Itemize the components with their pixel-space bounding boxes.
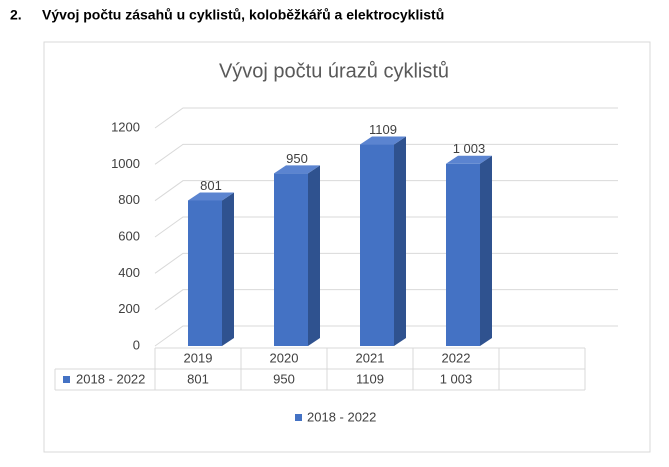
grid-line (154, 143, 618, 165)
y-tick-label: 1200 (111, 119, 140, 134)
bar (446, 163, 480, 346)
y-tick-label: 1000 (111, 156, 140, 171)
table-value: 1109 (356, 371, 384, 386)
table-value: 801 (187, 371, 209, 386)
data-label: 1109 (369, 122, 397, 137)
bar-top (188, 192, 234, 201)
bar-top (446, 155, 492, 164)
grid-line (154, 107, 618, 129)
table-value: 1 003 (440, 371, 473, 386)
x-tick-label: 2022 (442, 350, 471, 365)
x-tick-label: 2019 (184, 350, 213, 365)
bar-side (480, 155, 492, 346)
data-label: 801 (200, 178, 222, 193)
bar-side (308, 165, 320, 346)
y-tick-label: 400 (118, 265, 140, 280)
bar-top (274, 165, 320, 174)
data-label: 1 003 (453, 141, 486, 156)
x-tick-label: 2020 (270, 350, 299, 365)
bar-side (394, 136, 406, 346)
bar (274, 173, 308, 346)
bar-side (222, 192, 234, 346)
bar (188, 200, 222, 346)
y-tick-label: 200 (118, 301, 140, 316)
x-tick-label: 2021 (356, 350, 385, 365)
bar-top (360, 136, 406, 145)
table-value: 950 (273, 371, 295, 386)
chart-title: Vývoj počtu úrazů cyklistů (219, 60, 449, 82)
y-tick-label: 800 (118, 192, 140, 207)
legend-key (295, 414, 302, 421)
heading-number: 2. (10, 7, 22, 23)
y-tick-label: 600 (118, 228, 140, 243)
table-series-name: 2018 - 2022 (76, 371, 145, 386)
legend-label: 2018 - 2022 (307, 409, 376, 424)
data-label: 950 (286, 151, 308, 166)
table-legend-key (63, 376, 70, 383)
y-tick-label: 0 (133, 337, 140, 352)
bar (360, 144, 394, 346)
chart-frame (43, 41, 651, 453)
heading-text: Vývoj počtu zásahů u cyklistů, koloběžká… (42, 7, 444, 23)
